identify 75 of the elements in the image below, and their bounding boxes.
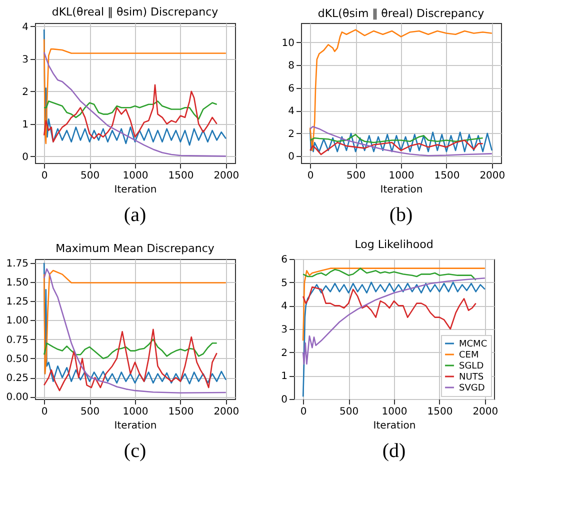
x-tick-label: 0 xyxy=(41,170,48,182)
y-tick-label: 2 xyxy=(281,348,288,359)
y-tick-label: 0.00 xyxy=(6,392,28,404)
text: (b) xyxy=(389,204,413,226)
chart-title: dKL(θreal ‖ θsim) Discrepancy xyxy=(52,5,219,18)
x-tick-label: 0 xyxy=(41,406,48,418)
line-series xyxy=(302,268,476,281)
y-tick-label: 4 xyxy=(288,106,294,118)
text: (c) xyxy=(124,440,146,462)
line-series xyxy=(43,328,218,392)
x-tick-label: 0 xyxy=(300,406,307,418)
y-tick-label: 0 xyxy=(22,152,28,163)
legend-label: MCMC xyxy=(459,340,488,350)
line-series xyxy=(309,134,484,144)
chart-title: Maximum Mean Discrepancy xyxy=(56,242,215,255)
x-tick-label: 1500 xyxy=(168,170,194,182)
x-tick-label: 1000 xyxy=(382,406,408,418)
y-tick-label: 5 xyxy=(281,278,288,289)
y-tick-label: 0.50 xyxy=(6,354,28,365)
chart-title: Log Likelihood xyxy=(354,238,434,251)
line-series xyxy=(43,84,218,142)
line-series xyxy=(302,268,486,342)
x-tick-label: 1500 xyxy=(427,406,453,418)
y-tick-label: 8 xyxy=(288,60,294,72)
line-series xyxy=(43,52,227,157)
x-tick-label: 500 xyxy=(80,406,100,418)
x-tick-label: 2000 xyxy=(472,406,498,418)
y-tick-label: 4 xyxy=(22,22,28,33)
line-series xyxy=(302,286,476,330)
y-tick-label: 2 xyxy=(22,86,28,98)
y-tick-label: 1 xyxy=(281,371,288,382)
y-tick-label: 2 xyxy=(288,128,294,140)
y-tick-label: 1.00 xyxy=(6,316,28,327)
x-axis-title: Iteration xyxy=(373,420,416,432)
y-tick-label: 10 xyxy=(282,38,294,49)
x-tick-label: 1500 xyxy=(168,406,194,418)
x-axis-title: Iteration xyxy=(114,184,157,196)
y-tick-label: 0.75 xyxy=(6,334,28,346)
x-tick-label: 1000 xyxy=(122,170,148,182)
y-tick-label: 0.25 xyxy=(6,373,28,384)
x-tick-label: 1000 xyxy=(388,170,414,182)
legend-label: CEM xyxy=(459,350,479,360)
y-tick-label: 1 xyxy=(22,119,28,130)
x-tick-label: 2000 xyxy=(480,170,506,182)
x-tick-label: 1000 xyxy=(122,406,148,418)
x-axis-title: Iteration xyxy=(380,184,423,196)
line-series xyxy=(302,282,486,398)
line-series xyxy=(43,100,218,120)
legend-label: SGLD xyxy=(459,362,484,372)
x-tick-label: 0 xyxy=(307,170,314,182)
legend-label: NUTS xyxy=(459,372,484,382)
x-axis-title: Iteration xyxy=(114,420,157,432)
y-tick-label: 1.75 xyxy=(6,258,28,270)
x-tick-label: 2000 xyxy=(214,170,240,182)
y-tick-label: 4 xyxy=(281,301,288,312)
x-tick-label: 2000 xyxy=(214,406,240,418)
y-tick-label: 1.25 xyxy=(6,296,28,308)
y-tick-label: 6 xyxy=(288,83,294,94)
y-tick-label: 0 xyxy=(288,152,294,163)
x-tick-label: 500 xyxy=(346,170,366,182)
x-tick-label: 500 xyxy=(80,170,100,182)
line-series xyxy=(309,140,484,156)
text: (a) xyxy=(124,204,146,226)
y-tick-label: 3 xyxy=(22,54,28,66)
text: (d) xyxy=(382,440,406,462)
chart-title: dKL(θsim ‖ θreal) Discrepancy xyxy=(318,7,485,20)
line-series xyxy=(43,338,218,360)
y-tick-label: 6 xyxy=(281,254,288,266)
legend-label: SVGD xyxy=(459,384,485,394)
y-tick-label: 3 xyxy=(281,324,288,336)
x-tick-label: 500 xyxy=(340,406,359,418)
x-tick-label: 1500 xyxy=(434,170,460,182)
y-tick-label: 0 xyxy=(281,394,288,406)
y-tick-label: 1.50 xyxy=(6,277,28,288)
line-series xyxy=(309,29,493,152)
